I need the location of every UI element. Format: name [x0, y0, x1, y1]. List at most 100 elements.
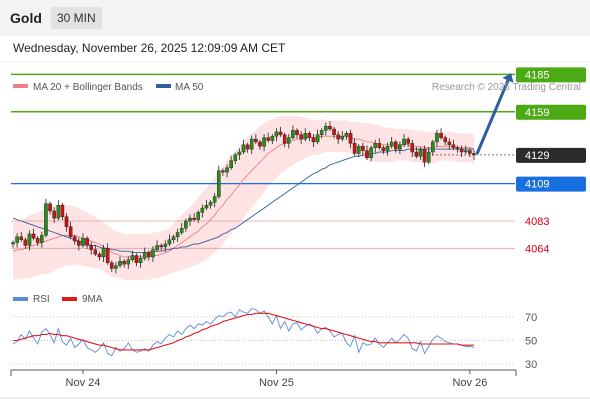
candle-body — [109, 262, 114, 269]
candle-body — [19, 236, 24, 240]
level-label-4064: 4064 — [525, 243, 549, 255]
candle-body — [410, 143, 415, 153]
research-credit: Research © 2025 Trading Central — [432, 82, 581, 93]
candle-body — [344, 133, 349, 137]
candle-body — [336, 134, 340, 140]
candle-body — [451, 144, 456, 148]
candle-body — [31, 233, 36, 239]
candle-body — [64, 216, 69, 227]
candle-body — [155, 245, 159, 250]
candle-body — [114, 265, 118, 269]
candle-body — [60, 204, 65, 217]
candle-body — [455, 147, 460, 150]
candle-body — [167, 239, 172, 245]
last-price-label: 4129 — [525, 150, 549, 162]
rsi-tick-label-30: 30 — [525, 359, 537, 371]
candle-body — [134, 255, 139, 263]
candle-body — [278, 131, 283, 135]
candle-body — [381, 147, 386, 151]
candle-body — [89, 245, 94, 250]
x-tick-label: Nov 25 — [259, 377, 294, 389]
legend-ma50-label: MA 50 — [175, 82, 204, 93]
candle-body — [389, 141, 394, 147]
candle-body — [23, 239, 28, 246]
candle-body — [385, 146, 390, 151]
forecast-arrow-shaft — [475, 79, 510, 155]
candle-body — [188, 217, 192, 222]
candle-body — [311, 137, 316, 143]
candle-body — [422, 148, 427, 163]
candle-body — [377, 143, 382, 148]
datetime-label: Wednesday, November 26, 2025 12:09:09 AM… — [13, 41, 286, 55]
forecast-arrow-head — [502, 73, 514, 83]
last-price-badge — [516, 147, 586, 163]
candle-body — [328, 125, 332, 130]
legend-ma20-swatch — [13, 84, 28, 88]
rsi-tick-label-50: 50 — [525, 335, 537, 347]
candle-body — [463, 150, 468, 153]
candle-body — [249, 138, 254, 150]
candle-body — [27, 233, 32, 246]
candle-body — [286, 137, 291, 144]
timeframe-button[interactable]: 30 MIN — [51, 7, 102, 29]
candle-body — [212, 196, 217, 203]
candle-body — [447, 141, 452, 146]
candle-body — [299, 134, 303, 140]
bollinger-band-area — [13, 116, 474, 280]
candle-body — [241, 144, 246, 153]
candle-body — [393, 141, 398, 150]
candle-body — [204, 204, 209, 209]
candle-body — [171, 236, 176, 240]
candle-body — [270, 135, 275, 141]
candle-body — [258, 141, 262, 147]
candle-body — [52, 210, 56, 219]
candle-body — [35, 238, 40, 243]
candle-body — [44, 203, 48, 236]
candle-body — [361, 146, 365, 151]
candle-body — [439, 133, 443, 138]
candle-body — [356, 146, 361, 154]
candle-body — [40, 235, 44, 243]
candle-body — [237, 151, 242, 156]
candle-body — [175, 232, 180, 238]
candle-body — [340, 135, 345, 140]
candle-body — [295, 130, 299, 135]
candle-body — [233, 154, 238, 161]
candle-body — [147, 252, 151, 258]
candle-body — [77, 240, 81, 246]
candle-body — [398, 144, 402, 150]
candle-body — [48, 203, 52, 212]
candle-body — [97, 253, 102, 258]
candle-body — [221, 170, 225, 173]
candle-body — [315, 134, 320, 143]
candle-body — [196, 212, 201, 220]
candle-body — [184, 220, 188, 229]
candle-body — [435, 133, 439, 143]
level-badge-4159 — [516, 104, 586, 120]
legend-rsi-label: RSI — [33, 294, 50, 305]
legend-rsi-ma-label: 9MA — [82, 294, 103, 305]
legend-rsi-swatch — [13, 297, 28, 301]
legend-ma20-label: MA 20 + Bollinger Bands — [33, 82, 143, 93]
candle-body — [402, 138, 406, 146]
candle-body — [282, 134, 287, 144]
rsi-tick-label-70: 70 — [525, 312, 537, 324]
level-label-4159: 4159 — [525, 107, 549, 119]
candle-body — [262, 137, 266, 147]
candle-body — [348, 133, 353, 144]
candle-body — [163, 243, 168, 248]
legend-rsi-ma-swatch — [62, 297, 77, 301]
candle-body — [418, 148, 423, 157]
candle-body — [105, 248, 110, 263]
candle-body — [142, 252, 147, 259]
candle-body — [151, 249, 155, 258]
candle-body — [217, 170, 221, 197]
candle-body — [472, 153, 476, 156]
candle-body — [431, 141, 435, 153]
candle-body — [324, 125, 328, 131]
candle-body — [266, 137, 270, 141]
level-label-4109: 4109 — [525, 179, 549, 191]
rsi-line — [12, 307, 475, 357]
candle-body — [101, 248, 106, 258]
